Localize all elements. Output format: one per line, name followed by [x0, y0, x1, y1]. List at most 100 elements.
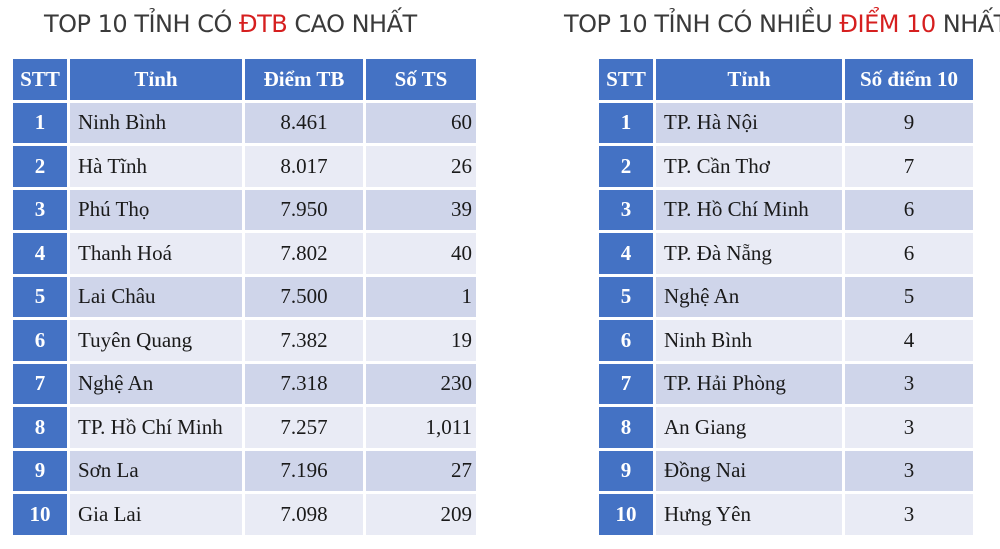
cell-province: Ninh Bình — [656, 320, 842, 361]
cell-stt: 2 — [599, 146, 653, 187]
cell-stt: 6 — [13, 320, 67, 361]
table-row: 6 Ninh Bình 4 — [599, 320, 973, 361]
cell-province: TP. Hà Nội — [656, 102, 842, 143]
table-row: 7 TP. Hải Phòng 3 — [599, 363, 973, 404]
cell-province: TP. Cần Thơ — [656, 146, 842, 187]
cell-province: TP. Hồ Chí Minh — [70, 407, 242, 448]
cell-perfect-score-count: 7 — [845, 146, 973, 187]
cell-average-score: 7.098 — [245, 494, 363, 535]
cell-average-score: 7.318 — [245, 363, 363, 404]
cell-province: Lai Châu — [70, 276, 242, 317]
cell-candidate-count: 1 — [366, 276, 476, 317]
table-row: 8 TP. Hồ Chí Minh 7.257 1,011 — [13, 407, 476, 448]
cell-province: An Giang — [656, 407, 842, 448]
cell-perfect-score-count: 4 — [845, 320, 973, 361]
cell-stt: 2 — [13, 146, 67, 187]
table-row: 2 Hà Tĩnh 8.017 26 — [13, 146, 476, 187]
cell-perfect-score-count: 6 — [845, 189, 973, 230]
cell-stt: 8 — [599, 407, 653, 448]
cell-average-score: 8.017 — [245, 146, 363, 187]
table-row: 2 TP. Cần Thơ 7 — [599, 146, 973, 187]
header-province: Tỉnh — [70, 59, 242, 100]
cell-candidate-count: 230 — [366, 363, 476, 404]
table-row: 9 Đồng Nai 3 — [599, 450, 973, 491]
cell-stt: 4 — [599, 233, 653, 274]
table-row: 4 TP. Đà Nẵng 6 — [599, 233, 973, 274]
cell-candidate-count: 60 — [366, 102, 476, 143]
cell-candidate-count: 40 — [366, 233, 476, 274]
table-row: 3 Phú Thọ 7.950 39 — [13, 189, 476, 230]
cell-candidate-count: 209 — [366, 494, 476, 535]
cell-average-score: 7.802 — [245, 233, 363, 274]
header-stt: STT — [13, 59, 67, 100]
cell-stt: 8 — [13, 407, 67, 448]
cell-province: Thanh Hoá — [70, 233, 242, 274]
right-title-prefix: TOP 10 TỈNH CÓ NHIỀU — [564, 10, 840, 38]
left-title-suffix: CAO NHẤT — [287, 10, 417, 38]
cell-province: TP. Hải Phòng — [656, 363, 842, 404]
table-header-row: STT Tỉnh Số điểm 10 — [599, 59, 973, 100]
table-row: 6 Tuyên Quang 7.382 19 — [13, 320, 476, 361]
cell-stt: 1 — [599, 102, 653, 143]
cell-stt: 3 — [599, 189, 653, 230]
table-row: 3 TP. Hồ Chí Minh 6 — [599, 189, 973, 230]
cell-average-score: 8.461 — [245, 102, 363, 143]
header-perfect-score-count: Số điểm 10 — [845, 59, 973, 100]
cell-perfect-score-count: 3 — [845, 407, 973, 448]
cell-candidate-count: 1,011 — [366, 407, 476, 448]
cell-stt: 6 — [599, 320, 653, 361]
cell-perfect-score-count: 3 — [845, 363, 973, 404]
cell-stt: 3 — [13, 189, 67, 230]
cell-province: Ninh Bình — [70, 102, 242, 143]
top-perfect-score-table: STT Tỉnh Số điểm 10 1 TP. Hà Nội 9 2 TP. Cần… — [596, 56, 976, 538]
table-row: 5 Lai Châu 7.500 1 — [13, 276, 476, 317]
table-row: 10 Gia Lai 7.098 209 — [13, 494, 476, 535]
cell-candidate-count: 19 — [366, 320, 476, 361]
cell-stt: 5 — [599, 276, 653, 317]
header-stt: STT — [599, 59, 653, 100]
left-title-highlight: ĐTB — [238, 10, 288, 38]
cell-candidate-count: 39 — [366, 189, 476, 230]
table-row: 1 Ninh Bình 8.461 60 — [13, 102, 476, 143]
cell-province: TP. Hồ Chí Minh — [656, 189, 842, 230]
cell-province: Đồng Nai — [656, 450, 842, 491]
header-province: Tỉnh — [656, 59, 842, 100]
cell-stt: 10 — [599, 494, 653, 535]
cell-province: Phú Thọ — [70, 189, 242, 230]
header-candidate-count: Số TS — [366, 59, 476, 100]
cell-province: Tuyên Quang — [70, 320, 242, 361]
table-header-row: STT Tỉnh Điểm TB Số TS — [13, 59, 476, 100]
right-title-highlight: ĐIỂM 10 — [839, 10, 936, 38]
table-row: 10 Hưng Yên 3 — [599, 494, 973, 535]
right-title-suffix: NHẤT — [942, 10, 1000, 38]
table-row: 1 TP. Hà Nội 9 — [599, 102, 973, 143]
cell-stt: 9 — [599, 450, 653, 491]
cell-province: Nghệ An — [70, 363, 242, 404]
cell-province: Sơn La — [70, 450, 242, 491]
table-row: 5 Nghệ An 5 — [599, 276, 973, 317]
cell-stt: 9 — [13, 450, 67, 491]
right-table-title: TOP 10 TỈNH CÓ NHIỀU ĐIỂM 10 NHẤT — [564, 10, 1000, 38]
table-row: 4 Thanh Hoá 7.802 40 — [13, 233, 476, 274]
left-table-title: TOP 10 TỈNH CÓ ĐTB CAO NHẤT — [44, 10, 417, 38]
cell-average-score: 7.500 — [245, 276, 363, 317]
cell-perfect-score-count: 5 — [845, 276, 973, 317]
table-row: 7 Nghệ An 7.318 230 — [13, 363, 476, 404]
cell-candidate-count: 26 — [366, 146, 476, 187]
cell-average-score: 7.950 — [245, 189, 363, 230]
cell-province: Gia Lai — [70, 494, 242, 535]
cell-perfect-score-count: 6 — [845, 233, 973, 274]
cell-stt: 7 — [13, 363, 67, 404]
cell-average-score: 7.196 — [245, 450, 363, 491]
cell-candidate-count: 27 — [366, 450, 476, 491]
cell-stt: 1 — [13, 102, 67, 143]
table-row: 8 An Giang 3 — [599, 407, 973, 448]
cell-province: Nghệ An — [656, 276, 842, 317]
cell-perfect-score-count: 9 — [845, 102, 973, 143]
cell-province: TP. Đà Nẵng — [656, 233, 842, 274]
top-average-score-table: STT Tỉnh Điểm TB Số TS 1 Ninh Bình 8.461 60… — [10, 56, 479, 538]
cell-stt: 7 — [599, 363, 653, 404]
cell-perfect-score-count: 3 — [845, 450, 973, 491]
cell-stt: 4 — [13, 233, 67, 274]
cell-perfect-score-count: 3 — [845, 494, 973, 535]
